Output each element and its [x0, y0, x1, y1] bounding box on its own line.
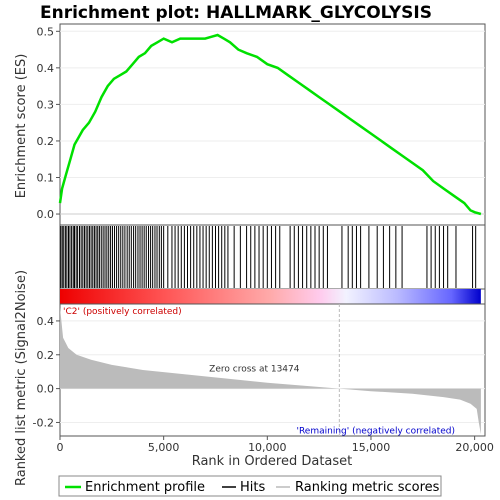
- legend-metric-label: Ranking metric scores: [295, 480, 440, 495]
- es-y-axis-label: Enrichment score (ES): [14, 54, 29, 199]
- x-axis-ticks: 0 5,000 10,000 15,000 20,000: [57, 436, 494, 454]
- x-axis-label: Rank in Ordered Dataset: [192, 454, 353, 469]
- legend: Enrichment profile Hits Ranking metric s…: [58, 475, 442, 497]
- es-panel: 0.0 0.1 0.2 0.3 0.4 0.5 Enrichment score (ES): [14, 23, 486, 226]
- es-tick-label: 0.1: [37, 171, 55, 184]
- hit-marks: [60, 226, 477, 288]
- metric-tick-label: 0.4: [37, 315, 55, 328]
- metric-y-axis-label: Ranked list metric (Signal2Noise): [14, 270, 29, 486]
- hits-panel: [59, 224, 486, 290]
- x-tick-label: 0: [57, 441, 64, 454]
- chart-title: Enrichment plot: HALLMARK_GLYCOLYSIS: [40, 3, 432, 23]
- metric-y-ticks: -0.2 0.0 0.2 0.4: [33, 315, 60, 429]
- legend-frame: [58, 475, 442, 497]
- es-tick-label: 0.2: [37, 135, 55, 148]
- heat-bar-panel: [59, 288, 486, 305]
- positive-correlation-label: 'C2' (positively correlated): [63, 307, 182, 317]
- es-tick-label: 0.4: [37, 62, 55, 75]
- enrichment-profile-line: [58, 33, 482, 216]
- legend-hits-label: Hits: [240, 480, 265, 495]
- ranking-metric-area: [60, 307, 481, 435]
- hits-panel-frame: [59, 224, 486, 290]
- x-tick-label: 5,000: [148, 441, 180, 454]
- es-panel-frame: [59, 23, 486, 226]
- negative-correlation-label: 'Remaining' (negatively correlated): [296, 426, 455, 436]
- metric-tick-label: 0.0: [37, 383, 55, 396]
- zero-cross-label: Zero cross at 13474: [209, 365, 300, 375]
- es-tick-label: 0.0: [37, 208, 55, 221]
- es-y-ticks: 0.0 0.1 0.2 0.3 0.4 0.5: [37, 25, 60, 221]
- legend-enrichment-label: Enrichment profile: [85, 480, 205, 495]
- x-tick-label: 20,000: [455, 441, 494, 454]
- es-tick-label: 0.3: [37, 98, 55, 111]
- x-tick-label: 15,000: [352, 441, 391, 454]
- es-tick-label: 0.5: [37, 25, 55, 38]
- metric-panel: -0.2 0.0 0.2 0.4 Zero cross at 13474 'C2' (…: [14, 270, 486, 486]
- x-tick-label: 10,000: [248, 441, 287, 454]
- metric-tick-label: -0.2: [33, 416, 54, 429]
- metric-tick-label: 0.2: [37, 349, 55, 362]
- heat-bar: [60, 289, 481, 304]
